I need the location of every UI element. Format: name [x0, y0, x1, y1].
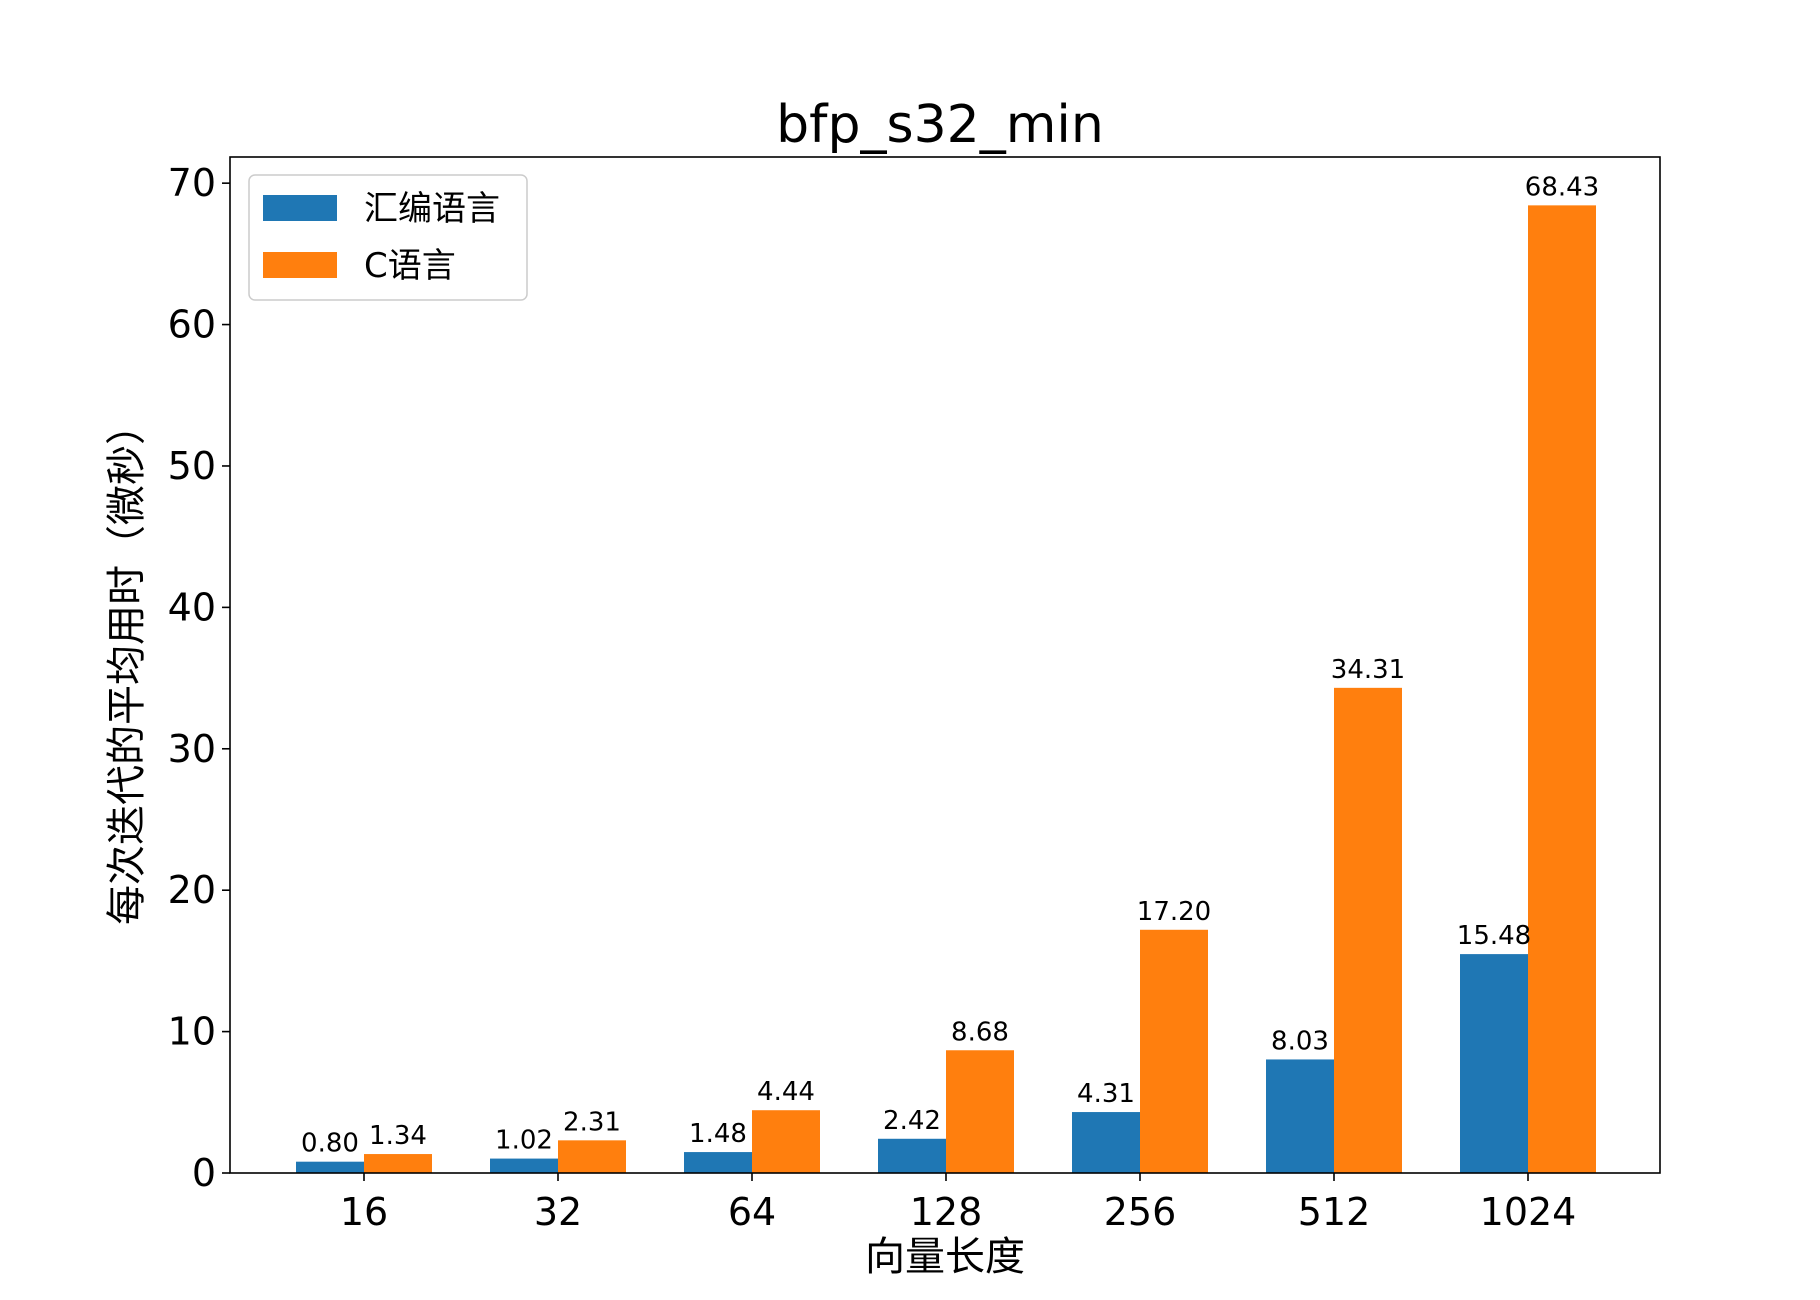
data-label-asm-1024: 15.48 — [1457, 921, 1531, 951]
legend: 汇编语言 C语言 — [248, 174, 528, 301]
x-tick-label-64: 64 — [728, 1190, 776, 1234]
y-axis-label: 每次迭代的平均用时（微秒） — [104, 405, 150, 925]
x-tick-label-512: 512 — [1298, 1190, 1371, 1234]
y-tick-label-50: 50 — [168, 444, 216, 488]
data-label-asm-128: 2.42 — [883, 1106, 941, 1136]
data-label-c-256: 17.20 — [1137, 897, 1211, 927]
data-label-asm-32: 1.02 — [495, 1126, 553, 1156]
bar-asm-32 — [490, 1158, 558, 1173]
bars-group — [296, 205, 1596, 1174]
chart-title: bfp_s32_min — [776, 95, 1104, 155]
y-tick-label-10: 10 — [168, 1010, 216, 1054]
data-label-asm-16: 0.80 — [301, 1129, 359, 1159]
bar-asm-128 — [878, 1138, 946, 1173]
data-label-c-1024: 68.43 — [1525, 172, 1599, 202]
data-label-c-32: 2.31 — [563, 1107, 621, 1137]
x-tick-label-128: 128 — [910, 1190, 983, 1234]
data-label-asm-64: 1.48 — [689, 1119, 747, 1149]
data-label-asm-256: 4.31 — [1077, 1079, 1135, 1109]
x-axis-ticks: 16 32 64 128 256 512 1024 — [340, 1173, 1577, 1234]
y-tick-label-30: 30 — [168, 727, 216, 771]
y-tick-label-0: 0 — [192, 1151, 216, 1195]
data-labels-group: 0.80 1.02 1.48 2.42 4.31 8.03 15.48 1.34 2.31 4.4… — [301, 172, 1599, 1158]
bar-c-256 — [1140, 929, 1208, 1173]
bar-c-512 — [1334, 687, 1402, 1173]
legend-label-asm: 汇编语言 — [364, 189, 500, 229]
data-label-asm-512: 8.03 — [1271, 1026, 1329, 1056]
legend-swatch-c — [263, 252, 337, 278]
x-tick-label-256: 256 — [1104, 1190, 1177, 1234]
bar-c-64 — [752, 1110, 820, 1173]
plot-area-frame — [229, 156, 1661, 1174]
x-tick-label-16: 16 — [340, 1190, 388, 1234]
x-axis-label: 向量长度 — [865, 1234, 1025, 1280]
bar-c-1024 — [1528, 205, 1596, 1174]
bar-asm-1024 — [1460, 954, 1528, 1173]
data-label-c-16: 1.34 — [369, 1121, 427, 1151]
y-tick-label-40: 40 — [168, 585, 216, 629]
bar-c-128 — [946, 1050, 1014, 1173]
x-tick-label-1024: 1024 — [1480, 1190, 1577, 1234]
bar-c-32 — [558, 1140, 626, 1173]
x-tick-label-32: 32 — [534, 1190, 582, 1234]
data-label-c-64: 4.44 — [757, 1077, 815, 1107]
data-label-c-512: 34.31 — [1331, 655, 1405, 685]
bar-asm-512 — [1266, 1059, 1334, 1173]
bar-c-16 — [364, 1154, 432, 1173]
bar-asm-256 — [1072, 1112, 1140, 1173]
bar-asm-64 — [684, 1152, 752, 1173]
y-tick-label-20: 20 — [168, 868, 216, 912]
y-tick-label-70: 70 — [168, 161, 216, 205]
legend-swatch-asm — [263, 195, 337, 221]
y-axis-ticks: 0 10 20 30 40 50 60 70 — [168, 161, 230, 1195]
bar-asm-16 — [296, 1161, 364, 1173]
y-tick-label-60: 60 — [168, 303, 216, 347]
legend-label-c: C语言 — [364, 246, 456, 286]
data-label-c-128: 8.68 — [951, 1017, 1009, 1047]
